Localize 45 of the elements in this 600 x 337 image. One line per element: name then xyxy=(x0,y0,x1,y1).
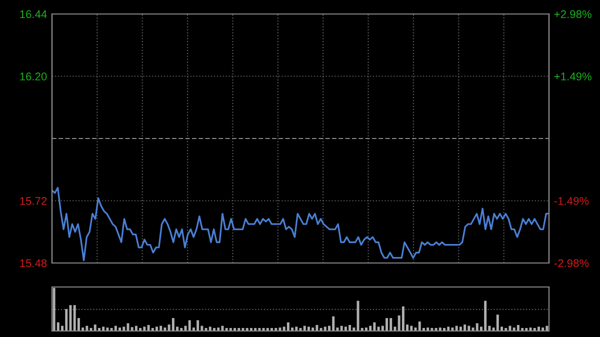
y-tick-label: 16.44 xyxy=(20,10,47,18)
bar xyxy=(447,326,450,331)
y2-tick-label: -1.49% xyxy=(554,197,589,205)
bar xyxy=(208,326,212,331)
bar xyxy=(418,322,421,331)
bar xyxy=(476,323,478,331)
bar xyxy=(402,306,404,331)
bar xyxy=(344,326,347,331)
bar xyxy=(196,320,200,331)
bar xyxy=(130,327,134,331)
bar xyxy=(373,322,376,331)
bar xyxy=(122,326,126,331)
bar xyxy=(516,324,520,331)
bar xyxy=(286,322,290,331)
y2-tick-label: +2.98% xyxy=(554,10,592,18)
bar xyxy=(188,320,191,331)
bar xyxy=(307,326,310,331)
bar xyxy=(377,326,380,331)
bar xyxy=(390,318,392,331)
line-series xyxy=(52,186,549,262)
bar xyxy=(459,326,462,331)
bar xyxy=(496,314,499,331)
bar xyxy=(102,326,105,331)
y2-tick-label: -2.98% xyxy=(554,259,589,268)
bar xyxy=(324,326,326,331)
bar xyxy=(172,318,174,331)
bar xyxy=(295,326,298,331)
bar xyxy=(156,326,158,331)
bar xyxy=(73,305,76,331)
bar xyxy=(386,318,388,331)
y-tick-label: 16.20 xyxy=(20,72,47,80)
bar xyxy=(94,324,96,331)
bar xyxy=(147,324,150,331)
bar xyxy=(316,324,318,331)
bar xyxy=(65,309,68,331)
y-tick-label: 15.72 xyxy=(20,197,47,205)
bar xyxy=(538,326,540,331)
bar xyxy=(282,326,286,331)
y-tick-label: 15.48 xyxy=(20,259,47,268)
bar xyxy=(348,324,352,331)
bar xyxy=(484,300,487,331)
y2-tick-label: +1.49% xyxy=(554,72,592,80)
bar xyxy=(332,316,335,331)
bar xyxy=(143,326,146,331)
bar xyxy=(464,324,466,331)
